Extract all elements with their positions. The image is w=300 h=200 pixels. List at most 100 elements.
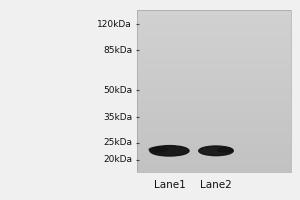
Bar bbox=[136, 80, 291, 82]
Bar bbox=[136, 57, 291, 59]
Bar bbox=[136, 118, 291, 119]
Bar bbox=[136, 163, 291, 164]
Bar bbox=[136, 148, 291, 149]
Bar bbox=[136, 50, 291, 52]
Bar bbox=[136, 53, 291, 55]
Bar bbox=[136, 91, 291, 92]
Bar bbox=[136, 22, 291, 23]
Bar bbox=[136, 117, 291, 118]
Bar bbox=[136, 69, 291, 71]
Bar bbox=[136, 136, 291, 137]
Bar bbox=[136, 119, 291, 121]
Text: 25kDa: 25kDa bbox=[103, 138, 132, 147]
Bar bbox=[136, 19, 291, 21]
Bar bbox=[136, 123, 291, 125]
Bar bbox=[136, 86, 291, 87]
Bar bbox=[136, 30, 291, 32]
Bar bbox=[136, 73, 291, 75]
Bar bbox=[136, 121, 291, 122]
Text: Lane1: Lane1 bbox=[154, 180, 185, 190]
Bar bbox=[136, 144, 291, 145]
Bar bbox=[136, 59, 291, 60]
Bar bbox=[136, 129, 291, 130]
Bar bbox=[136, 130, 291, 132]
Bar bbox=[136, 150, 291, 152]
Bar bbox=[136, 13, 291, 14]
Bar bbox=[136, 48, 291, 49]
Bar bbox=[136, 37, 291, 38]
Bar bbox=[136, 87, 291, 88]
Bar bbox=[136, 32, 291, 33]
Bar bbox=[136, 104, 291, 106]
Bar bbox=[136, 29, 291, 30]
Bar bbox=[136, 157, 291, 158]
Bar bbox=[136, 18, 291, 19]
Ellipse shape bbox=[218, 148, 232, 152]
Bar bbox=[136, 141, 291, 142]
Bar bbox=[136, 132, 291, 133]
Bar bbox=[136, 149, 291, 150]
Bar bbox=[136, 113, 291, 114]
Bar bbox=[136, 156, 291, 157]
Bar bbox=[136, 110, 291, 111]
Text: 35kDa: 35kDa bbox=[103, 113, 132, 122]
Bar bbox=[136, 142, 291, 144]
Bar bbox=[136, 102, 291, 103]
Bar bbox=[136, 75, 291, 76]
Bar bbox=[136, 83, 291, 84]
Bar bbox=[136, 103, 291, 104]
Bar bbox=[136, 154, 291, 156]
Text: 85kDa: 85kDa bbox=[103, 46, 132, 55]
Bar bbox=[136, 64, 291, 65]
Bar bbox=[136, 34, 291, 36]
Bar bbox=[136, 115, 291, 117]
Bar bbox=[136, 122, 291, 123]
Bar bbox=[136, 90, 291, 91]
Bar bbox=[136, 26, 291, 28]
Text: 50kDa: 50kDa bbox=[103, 86, 132, 95]
Bar bbox=[136, 82, 291, 83]
Bar bbox=[136, 63, 291, 64]
Bar bbox=[136, 10, 291, 11]
Bar bbox=[136, 160, 291, 161]
Bar bbox=[136, 167, 291, 168]
Bar bbox=[136, 68, 291, 69]
Text: 120kDa: 120kDa bbox=[97, 20, 132, 29]
Bar bbox=[136, 94, 291, 95]
Bar bbox=[136, 60, 291, 61]
Text: 20kDa: 20kDa bbox=[103, 155, 132, 164]
Bar bbox=[136, 96, 291, 98]
Bar bbox=[136, 84, 291, 86]
Bar bbox=[136, 17, 291, 18]
Bar bbox=[136, 158, 291, 160]
Bar bbox=[136, 138, 291, 140]
Bar bbox=[136, 33, 291, 34]
Bar bbox=[136, 140, 291, 141]
Bar bbox=[136, 109, 291, 110]
Bar bbox=[136, 134, 291, 136]
Bar bbox=[136, 145, 291, 146]
Bar bbox=[136, 44, 291, 45]
Bar bbox=[136, 100, 291, 102]
Bar bbox=[136, 49, 291, 50]
Bar bbox=[136, 72, 291, 73]
Bar bbox=[136, 10, 291, 172]
Bar bbox=[136, 169, 291, 171]
Bar bbox=[136, 40, 291, 41]
Bar bbox=[136, 55, 291, 56]
Bar bbox=[136, 28, 291, 29]
Bar bbox=[136, 92, 291, 94]
Bar bbox=[136, 11, 291, 13]
Bar bbox=[136, 79, 291, 80]
Bar bbox=[136, 161, 291, 163]
Bar bbox=[136, 38, 291, 40]
Bar bbox=[136, 76, 291, 77]
Bar bbox=[136, 114, 291, 115]
Bar bbox=[136, 152, 291, 153]
Bar bbox=[136, 71, 291, 72]
Bar bbox=[136, 21, 291, 22]
Bar bbox=[136, 61, 291, 63]
Bar bbox=[136, 36, 291, 37]
Bar bbox=[136, 95, 291, 96]
Bar bbox=[136, 15, 291, 17]
